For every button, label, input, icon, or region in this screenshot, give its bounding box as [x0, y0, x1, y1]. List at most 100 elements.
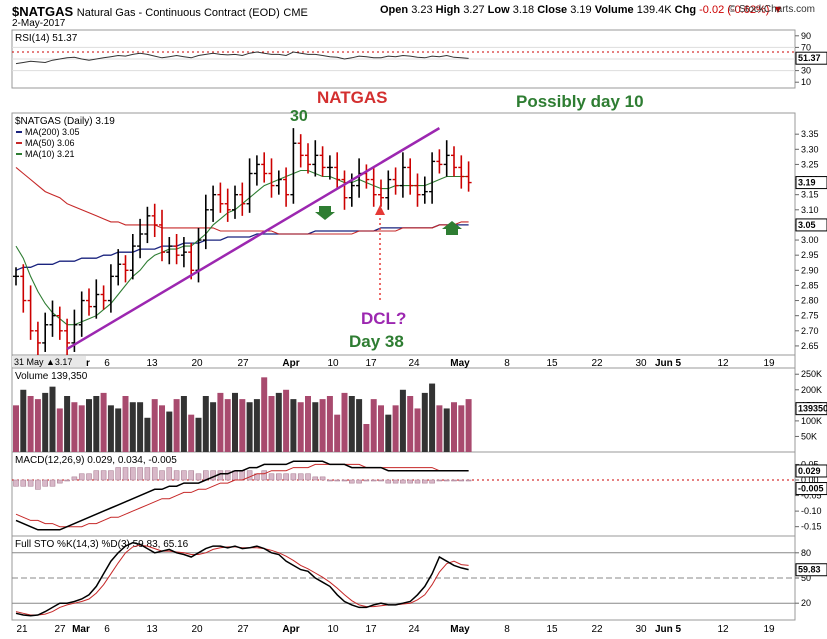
price-bar: [166, 237, 173, 265]
macd-histogram-bar: [27, 479, 34, 487]
volume-bar: [188, 414, 195, 452]
volume-bar: [224, 399, 231, 452]
macd-histogram-bar: [414, 479, 421, 484]
exchange: CME: [283, 7, 308, 19]
trendline: [66, 127, 441, 351]
close-value: 3.19: [570, 4, 592, 16]
symbol-name: Natural Gas - Continuous Contract (EOD): [76, 7, 280, 19]
macd-histogram-bar: [42, 479, 48, 487]
macd-histogram-bar: [283, 473, 289, 481]
volume-bar: [421, 392, 428, 452]
annotation-day-38: Day 38: [349, 332, 404, 351]
volume-bar: [283, 389, 290, 452]
volume-bar: [334, 414, 341, 452]
volume-bar: [166, 411, 173, 452]
macd-histogram-bar: [400, 479, 406, 484]
price-bar: [56, 306, 63, 340]
rsi-last-value-box: [795, 51, 827, 65]
price-bar: [188, 243, 195, 280]
macd-histogram-bar: [159, 470, 165, 481]
macd-histogram-bar: [378, 479, 384, 482]
bottom-date-tick-label: 13: [146, 624, 158, 635]
price-y-tick-label: 3.30: [801, 144, 819, 154]
macd-histogram-bar: [246, 470, 253, 481]
price-bar: [253, 155, 260, 186]
price-bar: [137, 218, 144, 259]
price-bar: [195, 227, 202, 283]
price-bar: [297, 134, 304, 168]
macd-histogram-bar: [443, 479, 450, 482]
macd-histogram-bar: [20, 479, 27, 487]
volume-bar: [458, 405, 465, 452]
bottom-date-tick-label: 20: [191, 624, 203, 635]
macd-histogram-bar: [195, 473, 202, 481]
macd-histogram-bar: [13, 479, 19, 487]
high-value: 3.27: [463, 4, 485, 16]
volume-bar: [341, 392, 348, 452]
macd-histogram-bar: [100, 470, 107, 481]
macd-histogram-bar: [224, 470, 231, 481]
volume-bar: [180, 396, 187, 452]
macd-histogram-bar: [407, 479, 413, 484]
macd-y-tick-label: -0.10: [801, 506, 822, 516]
price-y-tick-label: 3.00: [801, 235, 819, 245]
macd-histogram-bar: [370, 479, 377, 482]
volume-bar: [71, 402, 78, 452]
price-bar: [239, 182, 246, 216]
volume-bar: [385, 414, 392, 452]
open-label: Open: [380, 4, 409, 16]
ma50-legend: MA(50) 3.06: [25, 138, 75, 148]
ma200-legend: MA(200) 3.05: [25, 127, 80, 137]
macd-histogram-bar: [239, 470, 246, 481]
volume-bar: [27, 396, 34, 452]
macd-histogram-bar: [173, 470, 180, 481]
price-y-tick-label: 3.35: [801, 129, 819, 139]
high-label: High: [435, 4, 461, 16]
rsi-y-tick-label: 70: [801, 42, 811, 52]
bottom-date-tick-label: Apr: [282, 624, 299, 635]
date-tick-label: 6: [104, 358, 110, 369]
macd-last-value: 0.029: [798, 466, 821, 476]
price-bar: [334, 152, 341, 189]
price-y-tick-label: 3.15: [801, 190, 819, 200]
macd-histogram-bar: [327, 479, 333, 482]
ohlc-readout: Open 3.23 High 3.27 Low 3.18 Close 3.19 …: [380, 4, 783, 16]
volume-bar: [356, 399, 363, 452]
macd-y-tick-label: 0.00: [801, 475, 819, 485]
price-y-tick-label: 2.70: [801, 326, 819, 336]
volume-y-tick-label: 200K: [801, 385, 822, 395]
price-y-tick-label: 2.95: [801, 250, 819, 260]
volume-bar: [100, 392, 107, 452]
ma200-line: [15, 224, 469, 271]
volume-bar: [363, 424, 370, 452]
macd-histogram-bar: [115, 467, 121, 481]
macd-line: [15, 460, 469, 531]
annotation-thirty: 30: [290, 108, 308, 125]
volume-bar: [268, 396, 275, 452]
price-bar: [232, 185, 238, 219]
price-bar: [378, 179, 384, 207]
date-tick-label: Jun 5: [655, 358, 682, 369]
volume-bar: [261, 377, 268, 452]
volume-bar: [107, 405, 114, 452]
chg-value: -0.02 (-0.62%): [699, 4, 770, 16]
volume-bar: [64, 396, 71, 452]
price-bar: [224, 188, 231, 222]
sto-k-line: [15, 541, 469, 617]
price-y-tick-label: 3.10: [801, 205, 819, 215]
price-bar: [465, 161, 472, 192]
macd-histogram-bar: [341, 479, 348, 482]
macd-last-value-box: [795, 464, 827, 478]
macd-histogram-bar: [151, 467, 158, 481]
ma10-legend: MA(10) 3.21: [25, 149, 75, 159]
price-bar: [129, 234, 136, 280]
macd-histogram-bar: [57, 479, 63, 484]
volume-bar: [20, 389, 27, 452]
price-bar: [363, 164, 370, 189]
volume-bar: [312, 402, 319, 452]
macd-histogram-bar: [436, 479, 443, 482]
macd-histogram-bar: [35, 479, 41, 490]
macd-histogram-bar: [166, 467, 173, 481]
date-tick-label: 15: [546, 358, 558, 369]
